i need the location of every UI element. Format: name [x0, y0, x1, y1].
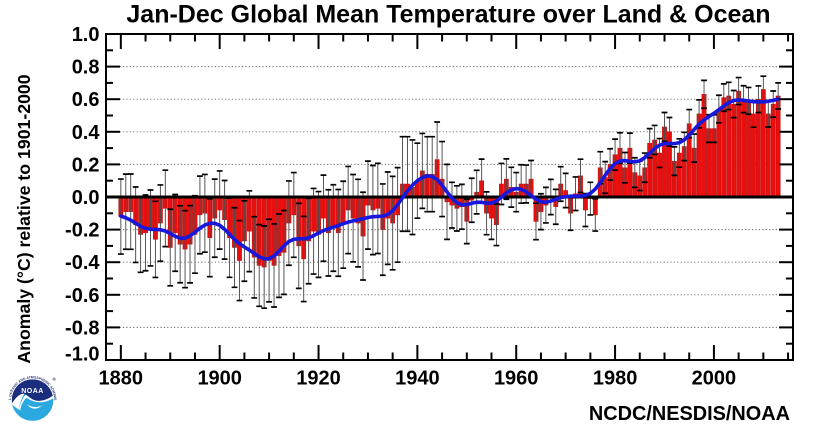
svg-text:-0.2: -0.2 [65, 220, 99, 242]
svg-text:®: ® [53, 376, 57, 382]
svg-text:1900: 1900 [197, 368, 242, 390]
svg-text:Anomaly (°C) relative to 1901-: Anomaly (°C) relative to 1901-2000 [14, 74, 34, 363]
svg-text:Jan-Dec Global Mean Temperatur: Jan-Dec Global Mean Temperature over Lan… [126, 1, 770, 29]
svg-text:0.2: 0.2 [72, 154, 100, 176]
svg-text:1920: 1920 [296, 368, 341, 390]
svg-text:NOAA: NOAA [21, 388, 44, 395]
svg-text:0.8: 0.8 [72, 57, 100, 79]
svg-text:2000: 2000 [692, 368, 737, 390]
svg-text:-1.0: -1.0 [65, 344, 99, 366]
svg-text:1940: 1940 [395, 368, 440, 390]
svg-text:1980: 1980 [593, 368, 638, 390]
svg-text:1.0: 1.0 [72, 24, 100, 46]
svg-text:0.0: 0.0 [72, 187, 100, 209]
svg-text:-0.6: -0.6 [65, 285, 99, 307]
svg-text:NCDC/NESDIS/NOAA: NCDC/NESDIS/NOAA [589, 403, 790, 425]
svg-text:-0.4: -0.4 [65, 252, 100, 274]
svg-text:1880: 1880 [99, 368, 144, 390]
svg-text:-0.8: -0.8 [65, 317, 99, 339]
svg-text:0.6: 0.6 [72, 89, 100, 111]
svg-text:0.4: 0.4 [72, 122, 101, 144]
svg-text:1960: 1960 [494, 368, 539, 390]
